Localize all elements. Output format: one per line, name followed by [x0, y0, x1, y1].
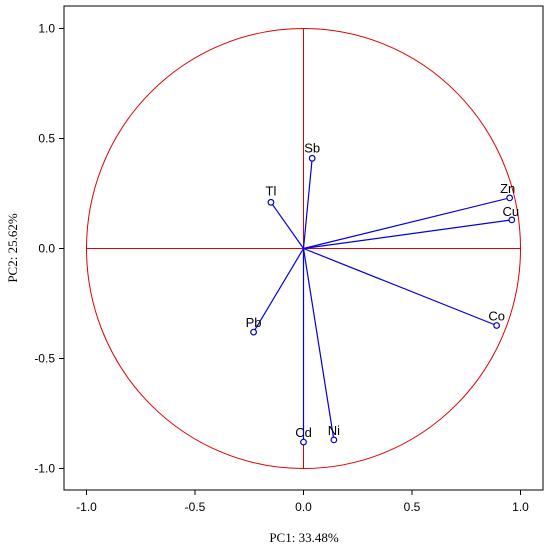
loading-point-tl — [267, 198, 275, 206]
loading-point-cd — [300, 438, 307, 446]
x-axis-title: PC1: 33.48% — [269, 530, 339, 545]
variable-labels: Sb Tl Zn Cu Co Pb Cd Ni — [246, 140, 519, 440]
label-ni: Ni — [328, 423, 340, 438]
label-pb: Pb — [246, 315, 262, 330]
loading-vector-sb — [302, 158, 313, 249]
loading-point-pb — [250, 328, 257, 336]
loading-vectors — [253, 158, 512, 443]
loading-vector-ni — [302, 248, 335, 440]
x-tick-label: -0.5 — [185, 500, 206, 514]
label-tl: Tl — [266, 183, 277, 198]
loading-vector-zn — [303, 197, 510, 250]
x-tick-label: 1.0 — [512, 500, 529, 514]
label-cd: Cd — [295, 425, 312, 440]
y-tick-label: 0.0 — [38, 242, 55, 256]
x-tick-label: -1.0 — [76, 500, 97, 514]
x-tick-label: 0.0 — [295, 500, 312, 514]
label-co: Co — [488, 309, 505, 324]
loading-vector-co — [303, 247, 497, 327]
y-axis-ticks: 1.0 0.5 0.0 -0.5 -1.0 — [34, 22, 64, 476]
y-tick-label: -0.5 — [34, 352, 55, 366]
label-cu: Cu — [503, 204, 520, 219]
loading-point-ni — [330, 436, 338, 444]
label-zn: Zn — [500, 181, 515, 196]
loading-point-sb — [308, 154, 316, 162]
x-tick-label: 0.5 — [404, 500, 421, 514]
loading-point-zn — [506, 194, 514, 202]
loading-point-co — [493, 322, 501, 329]
loading-points — [250, 154, 516, 446]
y-axis-title: PC2: 25.62% — [5, 213, 20, 283]
y-tick-label: -1.0 — [34, 462, 55, 476]
loading-vector-tl — [270, 201, 304, 249]
loading-vector-pb — [253, 248, 305, 333]
x-axis-ticks: -1.0 -0.5 0.0 0.5 1.0 — [76, 490, 529, 514]
label-sb: Sb — [304, 140, 320, 155]
y-tick-label: 1.0 — [38, 22, 55, 36]
y-tick-label: 0.5 — [38, 132, 55, 146]
loading-point-cu — [508, 216, 516, 224]
loading-vector-cu — [303, 219, 512, 250]
